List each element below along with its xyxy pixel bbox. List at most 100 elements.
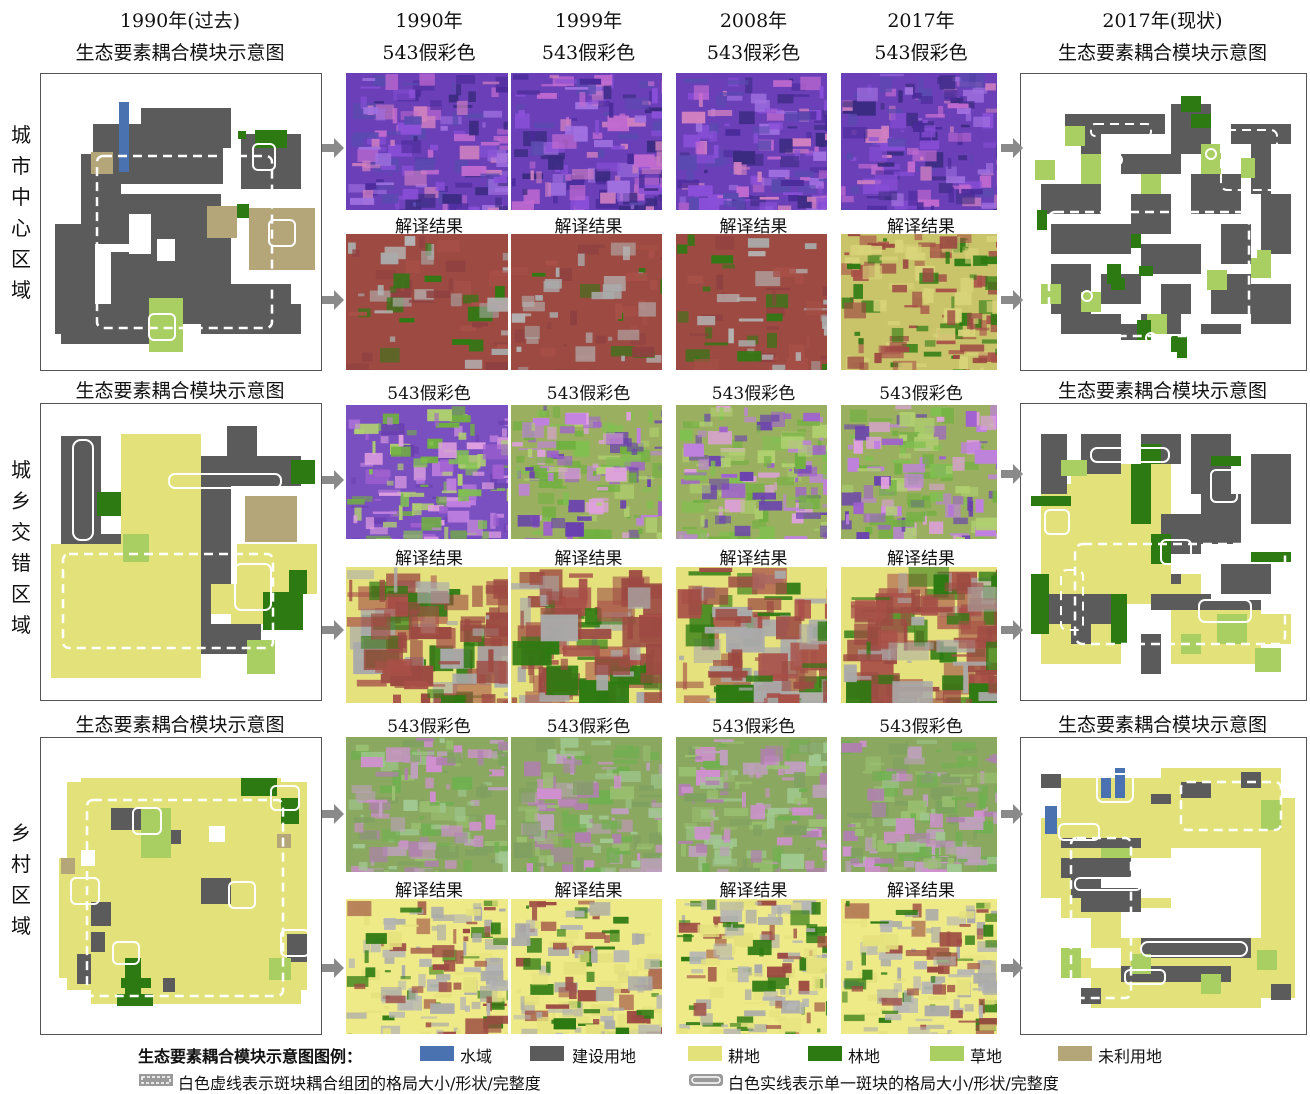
tile-texture-patch [688, 586, 702, 615]
tile-texture-patch [724, 808, 748, 816]
tile-texture-patch [958, 155, 967, 160]
tile-texture-patch [963, 665, 968, 694]
tile-texture-patch [965, 1004, 974, 1011]
arrow-shape [322, 958, 344, 978]
tile-texture-patch [813, 152, 826, 161]
tile-texture-patch [525, 326, 540, 339]
tile-texture-patch [862, 953, 867, 966]
tile-texture-patch [920, 166, 931, 180]
tile-texture-patch [955, 292, 972, 305]
tile-texture-patch [578, 990, 598, 1001]
tile-texture-patch [970, 154, 973, 164]
tile-texture-patch [778, 907, 782, 921]
tile-texture-patch [765, 746, 783, 762]
tile-texture-patch [352, 785, 372, 793]
tile-texture-patch [587, 972, 595, 982]
tile-texture-patch [384, 918, 396, 930]
tile-texture-patch [456, 1029, 461, 1034]
tile-texture-patch [469, 822, 481, 831]
tile-texture-patch [696, 142, 705, 155]
tile-texture-patch [439, 982, 452, 992]
false-color-image-trans-1999 [511, 405, 662, 539]
tile-texture-patch [959, 621, 986, 649]
fc-label-r2-2017: 543假彩色 [841, 379, 1001, 404]
tile-texture-patch [931, 976, 935, 983]
tile-texture-patch [346, 1013, 366, 1019]
tile-texture-patch [863, 935, 885, 946]
tile-texture-patch [804, 948, 817, 958]
tile-texture-patch [964, 351, 988, 355]
flow-arrow-icon [1001, 138, 1023, 158]
tile-texture-patch [632, 347, 654, 357]
tile-texture-patch [595, 657, 630, 675]
tile-texture-patch [758, 172, 762, 183]
tile-texture-patch [453, 929, 456, 944]
tile-texture-patch [996, 533, 997, 539]
tile-texture-patch [939, 456, 946, 459]
tile-texture-patch [848, 824, 856, 827]
tile-texture-patch [637, 428, 641, 444]
tile-texture-patch [860, 362, 869, 370]
legend-swatch-grassland [930, 1046, 964, 1061]
tile-texture-patch [862, 970, 872, 980]
schematic-title-row2-right: 生态要素耦合模块示意图 [1020, 376, 1305, 403]
tile-texture-patch [695, 756, 701, 759]
classification-image-trans-2008 [676, 567, 827, 703]
tile-texture-patch [626, 412, 631, 421]
tile-texture-patch [526, 920, 535, 935]
tile-texture-patch [504, 523, 509, 532]
tile-texture-patch [687, 975, 706, 978]
tile-texture-patch [913, 122, 924, 132]
tile-texture-patch [586, 333, 593, 343]
tile-texture-patch [793, 941, 803, 943]
legend-solid-note: 白色实线表示单一斑块的格局大小/形状/完整度 [728, 1070, 1059, 1094]
tile-texture-patch [823, 464, 827, 479]
tile-texture-patch [914, 961, 927, 969]
tile-texture-patch [409, 90, 415, 98]
interp-label-r2-2017: 解译结果 [841, 544, 1001, 569]
tile-texture-patch [946, 252, 950, 264]
tile-texture-patch [883, 696, 888, 703]
tile-texture-patch [538, 493, 554, 504]
tile-texture-patch [596, 503, 602, 506]
tile-texture-patch [376, 182, 394, 185]
tile-texture-patch [365, 453, 383, 465]
tile-texture-patch [587, 152, 599, 158]
tile-texture-patch [523, 958, 541, 970]
tile-texture-patch [437, 925, 446, 941]
tile-texture-patch [435, 870, 439, 872]
tile-texture-patch [864, 1027, 878, 1031]
tile-texture-patch [795, 273, 804, 284]
tile-texture-patch [966, 411, 977, 427]
tile-texture-patch [955, 832, 962, 847]
tile-texture-patch [383, 522, 397, 528]
tile-texture-patch [450, 415, 471, 422]
tile-texture-patch [724, 201, 737, 207]
tile-texture-patch [851, 605, 865, 608]
tile-texture-patch [881, 972, 887, 974]
tile-texture-patch [986, 642, 997, 671]
tile-texture-patch [655, 447, 663, 449]
tile-texture-patch [354, 132, 379, 138]
tile-texture-patch [469, 121, 479, 136]
tile-texture-patch [825, 116, 827, 132]
tile-texture-patch [806, 928, 815, 932]
tile-texture-patch [466, 909, 481, 916]
tile-texture-patch [991, 314, 997, 325]
tile-texture-patch [851, 187, 859, 195]
tile-texture-patch [610, 1013, 615, 1016]
tile-texture-patch [560, 702, 581, 703]
legend-label-cropland: 耕地 [728, 1043, 760, 1067]
tile-texture-patch [589, 819, 593, 823]
tile-texture-patch [690, 484, 711, 494]
tile-texture-patch [608, 116, 630, 132]
tile-texture-patch [614, 950, 630, 962]
tile-texture-patch [958, 859, 968, 862]
tile-texture-patch [409, 300, 434, 303]
tile-texture-patch [799, 789, 807, 792]
tile-texture-patch [381, 946, 393, 950]
tile-texture-patch [819, 179, 827, 181]
tile-texture-patch [959, 357, 968, 371]
tile-texture-patch [811, 361, 820, 370]
legend-label-forest: 林地 [848, 1043, 880, 1067]
